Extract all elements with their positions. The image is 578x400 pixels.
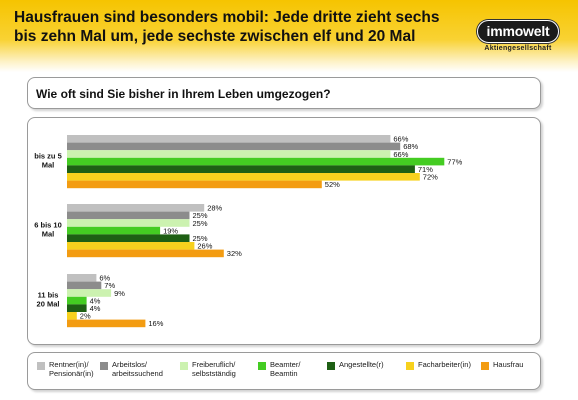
bar <box>67 157 445 166</box>
bar-value-label: 68% <box>403 142 418 151</box>
bar <box>67 180 322 189</box>
legend-label: Arbeitslos/ arbeitssuchend <box>112 360 163 378</box>
bar-value-label: 16% <box>148 319 163 328</box>
bar <box>67 150 391 158</box>
bar <box>67 289 112 297</box>
bar-value-label: 9% <box>114 289 125 298</box>
bar-value-label: 77% <box>447 157 462 166</box>
bar-value-label: 6% <box>99 274 110 283</box>
bar-value-label: 4% <box>90 296 101 305</box>
category-label: 11 bis 20 Mal <box>37 291 60 309</box>
bar <box>67 312 77 320</box>
bar <box>67 204 205 212</box>
legend-swatch <box>327 362 335 370</box>
bar-value-label: 32% <box>227 249 242 258</box>
bar <box>67 165 415 173</box>
bar-value-label: 28% <box>207 204 222 213</box>
logo-subtitle: Aktiengesellschaft <box>484 45 552 52</box>
legend-label: Facharbeiter(in) <box>418 360 471 369</box>
bar-value-label: 7% <box>104 281 115 290</box>
company-logo: immowelt Aktiengesellschaft <box>474 20 562 52</box>
bar-value-label: 66% <box>393 150 408 159</box>
bar <box>67 211 190 220</box>
bar-value-label: 25% <box>193 234 208 243</box>
bar <box>67 304 87 312</box>
bar-value-label: 71% <box>418 165 433 174</box>
legend-swatch <box>180 362 188 370</box>
bar-value-label: 25% <box>193 219 208 228</box>
page-title: Hausfrauen sind besonders mobil: Jede dr… <box>14 9 440 45</box>
bar <box>67 281 102 290</box>
bar-value-label: 19% <box>163 226 178 235</box>
bar-value-label: 26% <box>197 242 212 251</box>
legend-label: Rentner(in)/ Pensionär(in) <box>49 360 94 378</box>
bar-value-label: 25% <box>193 211 208 220</box>
bar <box>67 242 195 250</box>
category-label: bis zu 5 Mal <box>34 152 62 170</box>
bar <box>67 296 87 305</box>
bar-value-label: 52% <box>325 180 340 189</box>
legend-swatch <box>406 362 414 370</box>
bar <box>67 226 161 235</box>
legend-swatch <box>258 362 266 370</box>
category-label: 6 bis 10 Mal <box>34 221 62 239</box>
legend-panel <box>27 352 541 390</box>
legend-label: Hausfrau <box>493 360 524 369</box>
legend-label: Beamter/ Beamtin <box>270 360 301 378</box>
survey-question: Wie oft sind Sie bisher in Ihrem Leben u… <box>36 87 331 101</box>
legend-label: Freiberuflich/ selbstständig <box>192 360 236 378</box>
logo-wordmark: immowelt <box>476 20 560 43</box>
question-panel <box>27 77 541 109</box>
bar <box>67 219 190 227</box>
legend-swatch <box>100 362 108 370</box>
bar <box>67 274 97 282</box>
bar <box>67 234 190 242</box>
bar <box>67 173 420 181</box>
legend-swatch <box>481 362 489 370</box>
bar-value-label: 2% <box>80 312 91 321</box>
bar <box>67 249 224 258</box>
bar-value-label: 4% <box>90 304 101 313</box>
bar-value-label: 72% <box>423 173 438 182</box>
bar-value-label: 66% <box>393 135 408 144</box>
legend-swatch <box>37 362 45 370</box>
legend-label: Angestellte(r) <box>339 360 384 369</box>
bar <box>67 142 401 151</box>
bar <box>67 135 391 143</box>
bar <box>67 319 146 328</box>
